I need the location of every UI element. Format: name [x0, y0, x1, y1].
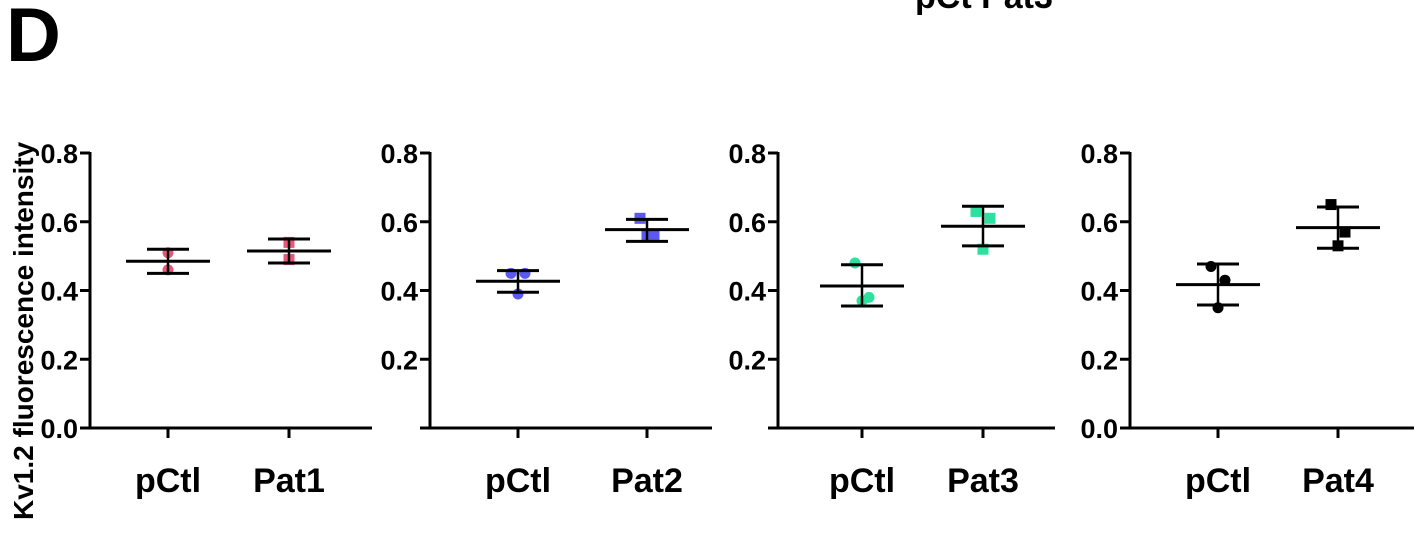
data-point — [1219, 274, 1231, 286]
data-point — [970, 205, 982, 217]
y-tick-label: 0.6 — [40, 208, 78, 238]
data-point — [984, 212, 996, 224]
y-axis-label: Kv1.2 fluorescence intensity — [8, 141, 39, 520]
x-tick-label: Pat4 — [1302, 462, 1374, 500]
y-tick-label: 0.8 — [1080, 139, 1118, 169]
y-tick-label: 0.8 — [40, 139, 78, 169]
y-tick-label: 0.0 — [40, 414, 78, 444]
y-tick-label: 0.4 — [728, 277, 766, 307]
x-tick-label: pCtl — [485, 462, 551, 500]
data-point — [1325, 199, 1337, 211]
data-point — [1339, 226, 1351, 238]
y-tick-label: 0.4 — [380, 277, 418, 307]
y-tick-label: 0.4 — [40, 277, 78, 307]
x-tick-label: Pat2 — [611, 462, 683, 500]
y-tick-label: 0.2 — [40, 345, 78, 375]
data-point — [977, 243, 989, 255]
data-point — [648, 230, 660, 241]
plot-3: 0.2 0.4 0.6 0.8 pCtl Pat3 — [728, 139, 1055, 500]
x-tick-label: pCtl — [1185, 462, 1251, 500]
top-cut-text-right: pCt Pat3 — [915, 0, 1053, 17]
y-tick-label: 0.6 — [1080, 208, 1118, 238]
data-point — [849, 257, 861, 269]
y-tick-label: 0.8 — [380, 139, 418, 169]
x-tick-label: pCtl — [829, 462, 895, 500]
plot-1: 0.0 0.2 0.4 0.6 0.8 pCtl Pat1 — [40, 139, 372, 500]
y-tick-label: 0.2 — [728, 345, 766, 375]
plot-4: 0.0 0.2 0.4 0.6 0.8 pCtl Pat4 — [1080, 139, 1414, 500]
x-tick-label: Pat3 — [947, 462, 1019, 500]
y-tick-label: 0.0 — [1080, 414, 1118, 444]
y-tick-label: 0.4 — [1080, 277, 1118, 307]
y-tick-label: 0.2 — [380, 345, 418, 375]
y-tick-label: 0.6 — [380, 208, 418, 238]
y-tick-label: 0.6 — [728, 208, 766, 238]
y-tick-label: 0.2 — [1080, 345, 1118, 375]
y-tick-label: 0.8 — [728, 139, 766, 169]
x-tick-label: pCtl — [135, 462, 201, 500]
x-tick-label: Pat1 — [253, 462, 325, 500]
panel-letter: D — [6, 0, 61, 78]
plot-2: 0.2 0.4 0.6 0.8 pCtl Pat2 — [380, 139, 712, 500]
